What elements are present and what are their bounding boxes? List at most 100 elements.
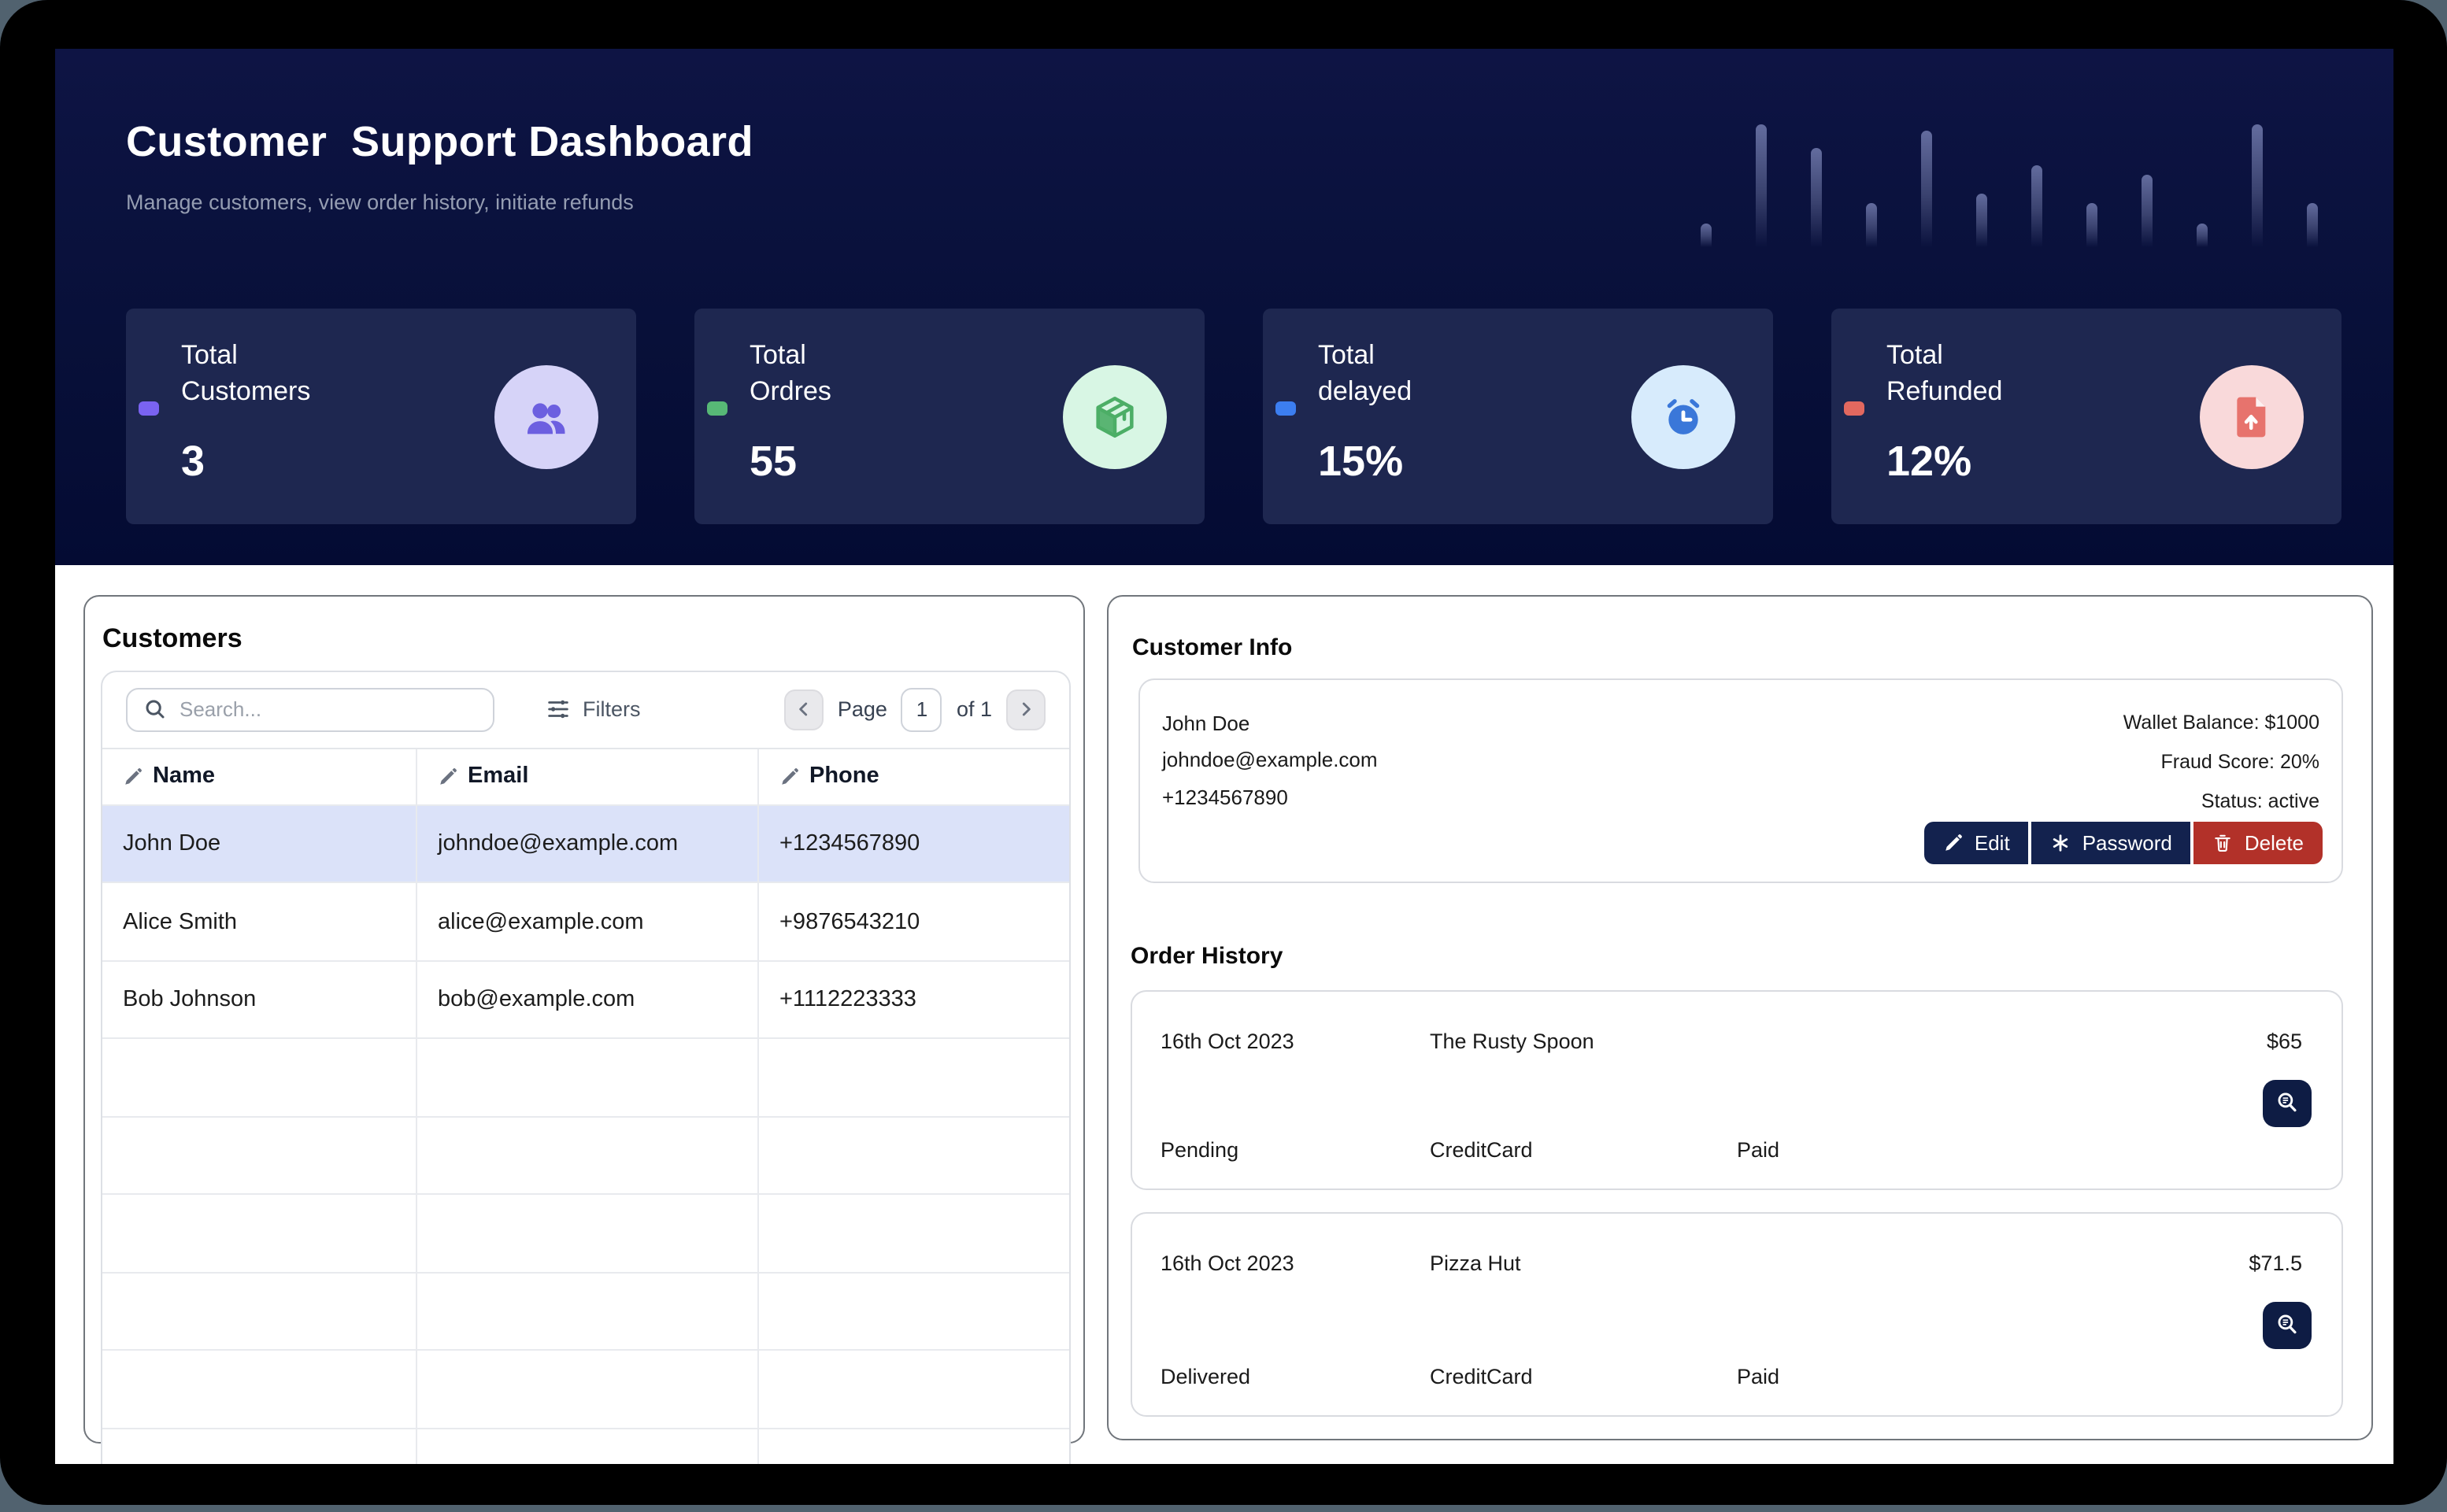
table-cell-empty <box>759 1196 1069 1272</box>
page-label: Page <box>837 697 887 722</box>
password-button[interactable]: Password <box>2031 821 2191 864</box>
table-row-empty[interactable] <box>102 1115 1069 1194</box>
table-cell-empty <box>759 1118 1069 1194</box>
decoration-bar <box>1810 148 1821 247</box>
customer-status: Status: active <box>2201 789 2319 812</box>
table-cell-email: bob@example.com <box>417 961 759 1038</box>
order-date: 16th Oct 2023 <box>1161 1251 1294 1275</box>
column-label: Email <box>468 763 529 789</box>
order-vendor: The Rusty Spoon <box>1430 1029 1594 1053</box>
page-title: Customer Support Dashboard <box>126 118 753 165</box>
order-details-button[interactable] <box>2263 1079 2312 1127</box>
table-cell-empty <box>102 1429 417 1463</box>
column-label: Phone <box>809 763 879 789</box>
decoration-bar <box>2031 165 2042 247</box>
users-icon <box>494 365 598 469</box>
magnifier-details-icon <box>2274 1090 2301 1117</box>
delete-button[interactable]: Delete <box>2193 821 2323 864</box>
pencil-icon <box>123 767 143 787</box>
page-number-input[interactable] <box>901 687 942 732</box>
order-status: Delivered <box>1161 1364 1251 1388</box>
decoration-bar <box>1700 224 1711 247</box>
stat-label: Total delayed <box>1318 337 1412 409</box>
table-cell-email: alice@example.com <box>417 883 759 960</box>
next-page-button[interactable] <box>1006 689 1046 730</box>
table-row-empty[interactable] <box>102 1271 1069 1350</box>
table-row-empty[interactable] <box>102 1427 1069 1463</box>
search-box[interactable] <box>126 687 494 732</box>
table-row-empty[interactable] <box>102 1037 1069 1116</box>
table-cell-phone: +1112223333 <box>779 987 916 1013</box>
pagination: Page of 1 <box>783 687 1046 732</box>
table-row[interactable]: John Doe johndoe@example.com +1234567890 <box>102 804 1069 882</box>
stat-value: 3 <box>181 438 205 485</box>
stat-label-line1: Total <box>750 340 806 370</box>
chevron-left-icon <box>794 700 814 720</box>
order-date: 16th Oct 2023 <box>1161 1029 1294 1053</box>
table-row[interactable]: Bob Johnson bob@example.com +1112223333 <box>102 959 1069 1038</box>
search-input[interactable] <box>180 697 447 722</box>
fraud-score: Fraud Score: 20% <box>2160 750 2320 773</box>
page-subtitle: Manage customers, view order history, in… <box>126 190 634 214</box>
stat-value: 12% <box>1886 438 1972 485</box>
pencil-icon <box>438 767 458 787</box>
table-cell-empty <box>759 1274 1069 1350</box>
decoration-bar <box>1975 194 1986 247</box>
customer-name: John Doe <box>1162 711 1250 735</box>
accent-dash <box>1844 401 1864 416</box>
table-cell-phone: +9876543210 <box>779 909 920 935</box>
table-body: John Doe johndoe@example.com +1234567890 Al… <box>102 804 1069 1463</box>
stat-label-line2: delayed <box>1318 376 1412 406</box>
customer-email: johndoe@example.com <box>1162 748 1378 772</box>
table-row[interactable]: Alice Smith alice@example.com +9876543210 <box>102 882 1069 960</box>
stat-label-line2: Refunded <box>1886 376 2003 406</box>
stat-label: Total Refunded <box>1886 337 2002 409</box>
pencil-icon <box>779 767 800 787</box>
table-row-empty[interactable] <box>102 1193 1069 1272</box>
column-header-email[interactable]: Email <box>417 749 759 804</box>
table-cell-empty <box>417 1429 759 1463</box>
stat-label: Total Ordres <box>750 337 831 409</box>
customer-info-card: John Doe johndoe@example.com +1234567890… <box>1138 678 2343 883</box>
order-card: 16th Oct 2023 Pizza Hut $71.5 Delivered … <box>1131 1211 2343 1417</box>
table-cell-name: Bob Johnson <box>102 961 417 1038</box>
table-row-empty[interactable] <box>102 1349 1069 1428</box>
order-vendor: Pizza Hut <box>1430 1251 1521 1275</box>
customers-panel-title: Customers <box>102 623 242 653</box>
magnifier-details-icon <box>2274 1312 2301 1339</box>
table-cell-empty <box>102 1351 417 1428</box>
prev-page-button[interactable] <box>783 689 824 730</box>
table-cell-phone: +1234567890 <box>779 831 920 857</box>
stat-card-total-orders: Total Ordres 55 <box>694 309 1205 524</box>
order-details-button[interactable] <box>2263 1301 2312 1349</box>
stat-label-line2: Ordres <box>750 376 831 406</box>
edit-button[interactable]: Edit <box>1923 821 2029 864</box>
decoration-bar <box>2086 203 2097 247</box>
order-history-title: Order History <box>1131 942 1283 970</box>
stat-label-line1: Total <box>1886 340 1943 370</box>
table-cell-empty <box>417 1117 759 1194</box>
decoration-bar <box>2141 175 2152 247</box>
customers-grid: Filters Page of 1 <box>101 670 1071 1463</box>
decoration-bar <box>2306 203 2317 247</box>
table-cell-empty <box>102 1117 417 1194</box>
order-amount: $65 <box>2266 1029 2302 1053</box>
decoration-bar <box>1865 203 1876 247</box>
stat-label-line1: Total <box>1318 340 1375 370</box>
delete-button-label: Delete <box>2244 830 2304 855</box>
table-cell-empty <box>759 1040 1069 1116</box>
customers-panel: Customers Filters <box>83 594 1085 1463</box>
stat-label-line2: Customers <box>181 376 311 406</box>
table-cell-empty <box>417 1351 759 1428</box>
stat-label-line1: Total <box>181 340 238 370</box>
column-header-name[interactable]: Name <box>102 749 417 804</box>
column-header-phone[interactable]: Phone <box>759 749 1069 804</box>
order-amount: $71.5 <box>2249 1251 2302 1275</box>
filters-button[interactable]: Filters <box>545 697 641 723</box>
filters-label: Filters <box>583 697 641 722</box>
table-header-row: Name Email Phone <box>102 749 1069 804</box>
customer-info-title: Customer Info <box>1132 634 1293 661</box>
stat-card-total-refunded: Total Refunded 12% <box>1831 309 2341 524</box>
page-of-label: of 1 <box>956 697 992 722</box>
stat-card-total-customers: Total Customers 3 <box>126 309 636 524</box>
